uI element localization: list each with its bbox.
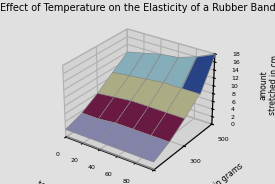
X-axis label: temps in degrees Celsius: temps in degrees Celsius [35, 180, 129, 184]
Y-axis label: weight in grams: weight in grams [190, 161, 244, 184]
Title: Effect of Temperature on the Elasticity of a Rubber Band: Effect of Temperature on the Elasticity … [0, 3, 275, 13]
